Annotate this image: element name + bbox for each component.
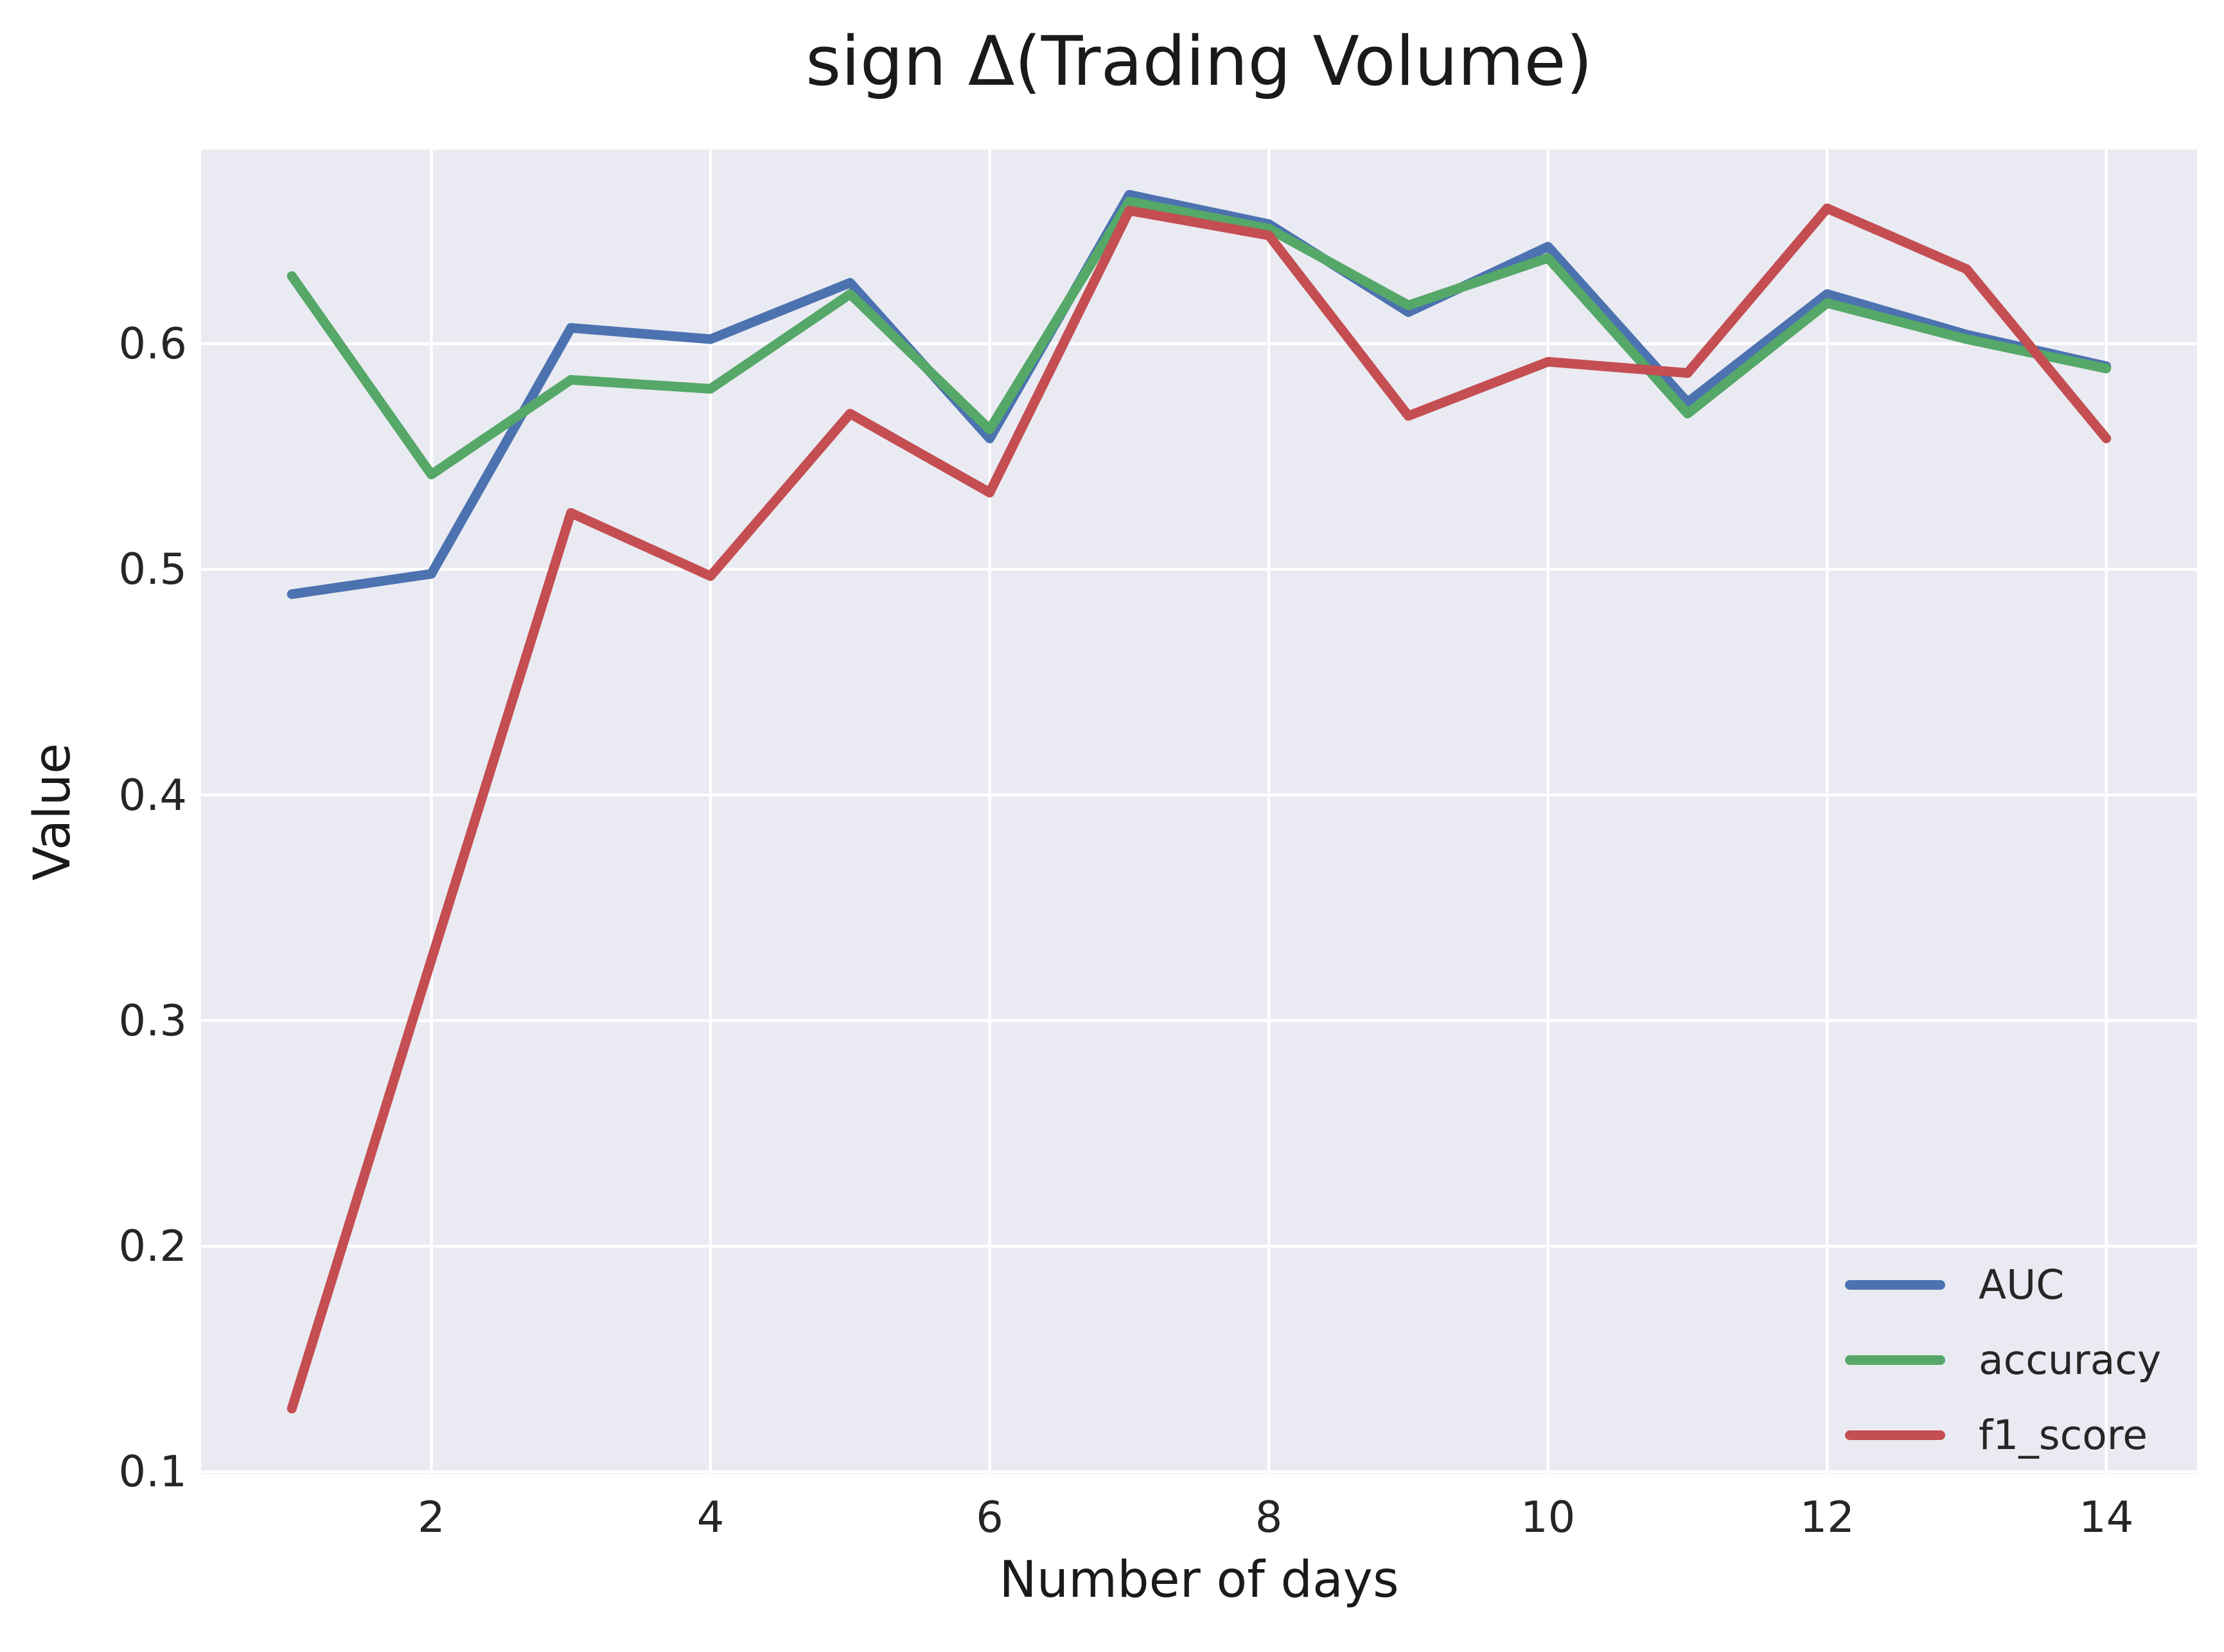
legend-label-auc: AUC (1979, 1261, 2065, 1308)
y-tick-label: 0.3 (118, 995, 187, 1046)
plot-area (201, 150, 2197, 1474)
legend-item-accuracy: accuracy (1845, 1322, 2161, 1398)
y-tick-label: 0.6 (118, 319, 187, 369)
y-tick-label: 0.1 (118, 1446, 187, 1497)
x-tick-label: 12 (1799, 1492, 1855, 1542)
x-axis-label: Number of days (999, 1551, 1399, 1609)
legend-label-accuracy: accuracy (1979, 1337, 2162, 1384)
legend-line-swatch-auc (1845, 1280, 1945, 1290)
legend-label-f1-score: f1_score (1979, 1412, 2148, 1459)
x-tick-label: 10 (1521, 1492, 1576, 1542)
x-tick-label: 6 (976, 1492, 1003, 1542)
series-line-f1_score (287, 203, 2112, 1414)
legend: AUC accuracy f1_score (1845, 1247, 2161, 1473)
y-tick-label: 0.2 (118, 1221, 187, 1272)
legend-item-auc: AUC (1845, 1247, 2161, 1322)
y-tick-label: 0.5 (118, 544, 187, 595)
x-tick-label: 8 (1255, 1492, 1283, 1542)
series-line-accuracy (287, 197, 2112, 480)
legend-item-f1-score: f1_score (1845, 1398, 2161, 1473)
x-tick-label: 14 (2079, 1492, 2134, 1542)
y-tick-label: 0.4 (118, 769, 187, 820)
chart-title: sign Δ(Trading Volume) (806, 22, 1593, 101)
x-tick-label: 4 (696, 1492, 725, 1542)
x-tick-label: 2 (418, 1492, 445, 1542)
y-axis-label: Value (24, 743, 82, 881)
series-line-AUC (287, 189, 2112, 599)
legend-line-swatch-f1-score (1845, 1430, 1945, 1440)
legend-line-swatch-accuracy (1845, 1355, 1945, 1365)
